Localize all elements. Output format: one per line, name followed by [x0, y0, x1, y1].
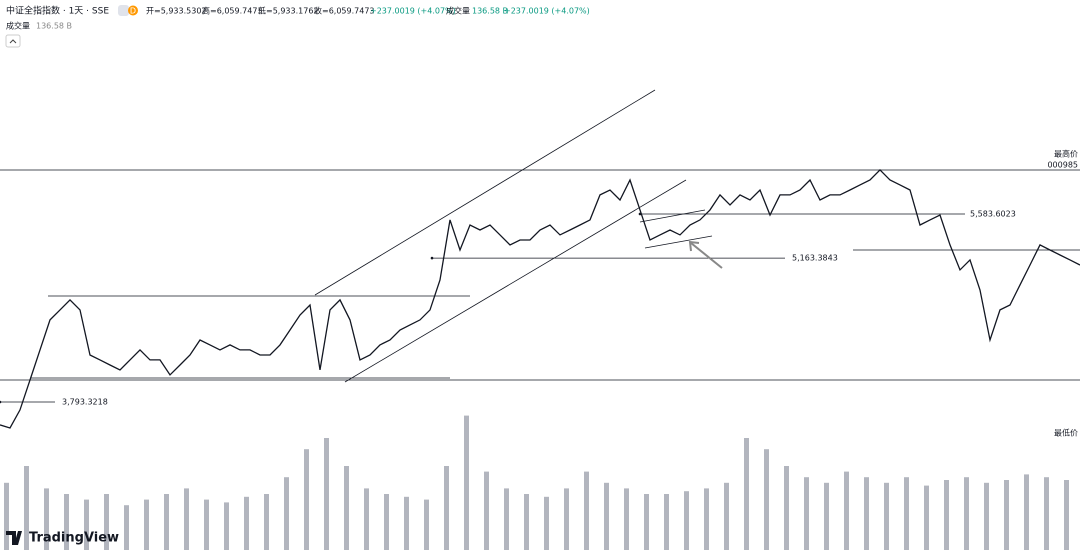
close: 收=6,059.7473 — [314, 6, 375, 16]
change: +237.0019 (+4.07%) — [370, 7, 456, 16]
volume-bar — [604, 482, 609, 550]
volume-bar — [424, 499, 429, 550]
volume-bar — [944, 480, 949, 550]
volume-bar — [84, 499, 89, 550]
volume-bar — [764, 449, 769, 550]
volume-bar — [124, 505, 129, 550]
volume-bar — [344, 466, 349, 550]
volume-bar — [964, 477, 969, 550]
drawings — [0, 89, 1080, 383]
collapse-button[interactable] — [5, 34, 21, 48]
volume-bar — [1044, 477, 1049, 550]
volume-bar — [484, 471, 489, 550]
volume-bar — [664, 494, 669, 550]
volume-bar — [24, 466, 29, 550]
open: 开=5,933.5302 — [146, 7, 207, 16]
volume-bar — [864, 477, 869, 550]
volume-bar — [104, 494, 109, 550]
volume-bar — [744, 438, 749, 550]
volume-bar — [524, 494, 529, 550]
volume-bar — [1064, 480, 1069, 550]
volume-change: +237.0019 (+4.07%) — [504, 7, 590, 16]
price-line — [0, 168, 1080, 429]
volume-bar — [184, 488, 189, 550]
channel-top — [314, 89, 656, 296]
arrow-head — [688, 240, 700, 252]
badge-dot — [128, 5, 138, 16]
volume-label: 成交量 — [446, 6, 470, 16]
volume-bar — [264, 494, 269, 550]
arrow — [688, 240, 723, 269]
volume-bar — [324, 438, 329, 550]
volume-bar — [504, 488, 509, 550]
volume-bar — [404, 496, 409, 550]
volume-bar — [364, 488, 369, 550]
volume-bar — [44, 488, 49, 550]
volume-bar — [924, 485, 929, 550]
volume-bar — [684, 491, 689, 550]
volume-bar — [584, 471, 589, 550]
right-code: 000985 — [1047, 161, 1078, 170]
volume-bar — [824, 482, 829, 550]
volume-bar — [304, 449, 309, 550]
right-high: 最高价 — [1054, 149, 1078, 159]
level-label: 3,793.3218 — [62, 397, 108, 406]
volume-bar — [724, 482, 729, 550]
volume-bar — [844, 471, 849, 550]
symbol: 中证全指指数 · 1天 · SSE — [6, 5, 109, 17]
low: 低=5,933.1762 — [258, 6, 319, 16]
volume-bar — [784, 466, 789, 550]
volume-bar — [4, 482, 9, 550]
wedge-bottom — [644, 235, 713, 249]
volume-bar — [1004, 480, 1009, 550]
volume-bar — [564, 488, 569, 550]
wedge-top — [639, 209, 706, 223]
volume-bar — [904, 477, 909, 550]
volume-bar — [284, 477, 289, 550]
arrow-shaft — [690, 242, 723, 269]
volume-bar — [1024, 474, 1029, 550]
logo-icon — [6, 531, 22, 545]
volume-bar — [64, 494, 69, 550]
pane-value: 136.58 B — [36, 22, 72, 31]
volume-bar — [884, 482, 889, 550]
level-label: 5,583.6023 — [970, 209, 1016, 218]
volume-bar — [464, 415, 469, 550]
badge-bg — [118, 5, 129, 16]
volume-bar — [164, 494, 169, 550]
high: 高=6,059.7473 — [202, 6, 263, 16]
pane-label: 成交量 — [6, 21, 30, 31]
volume-bar — [144, 499, 149, 550]
volume-bar — [704, 488, 709, 550]
volume-bar — [244, 496, 249, 550]
channel-bottom — [344, 179, 687, 383]
badge: D — [130, 7, 136, 16]
volume-bar — [224, 502, 229, 550]
volume-bar — [204, 499, 209, 550]
volume-bar — [444, 466, 449, 550]
level-label: 5,163.3843 — [792, 254, 838, 263]
volume-bar — [544, 496, 549, 550]
volume-bar — [984, 482, 989, 550]
volume-value: 136.58 B — [472, 7, 508, 16]
volume-bar — [384, 494, 389, 550]
volume-bar — [644, 494, 649, 550]
right-low: 最低价 — [1054, 428, 1078, 438]
collapse-icon — [9, 39, 17, 44]
volume-bar — [624, 488, 629, 550]
volume-bar — [804, 477, 809, 550]
logo: TradingView — [29, 531, 119, 546]
